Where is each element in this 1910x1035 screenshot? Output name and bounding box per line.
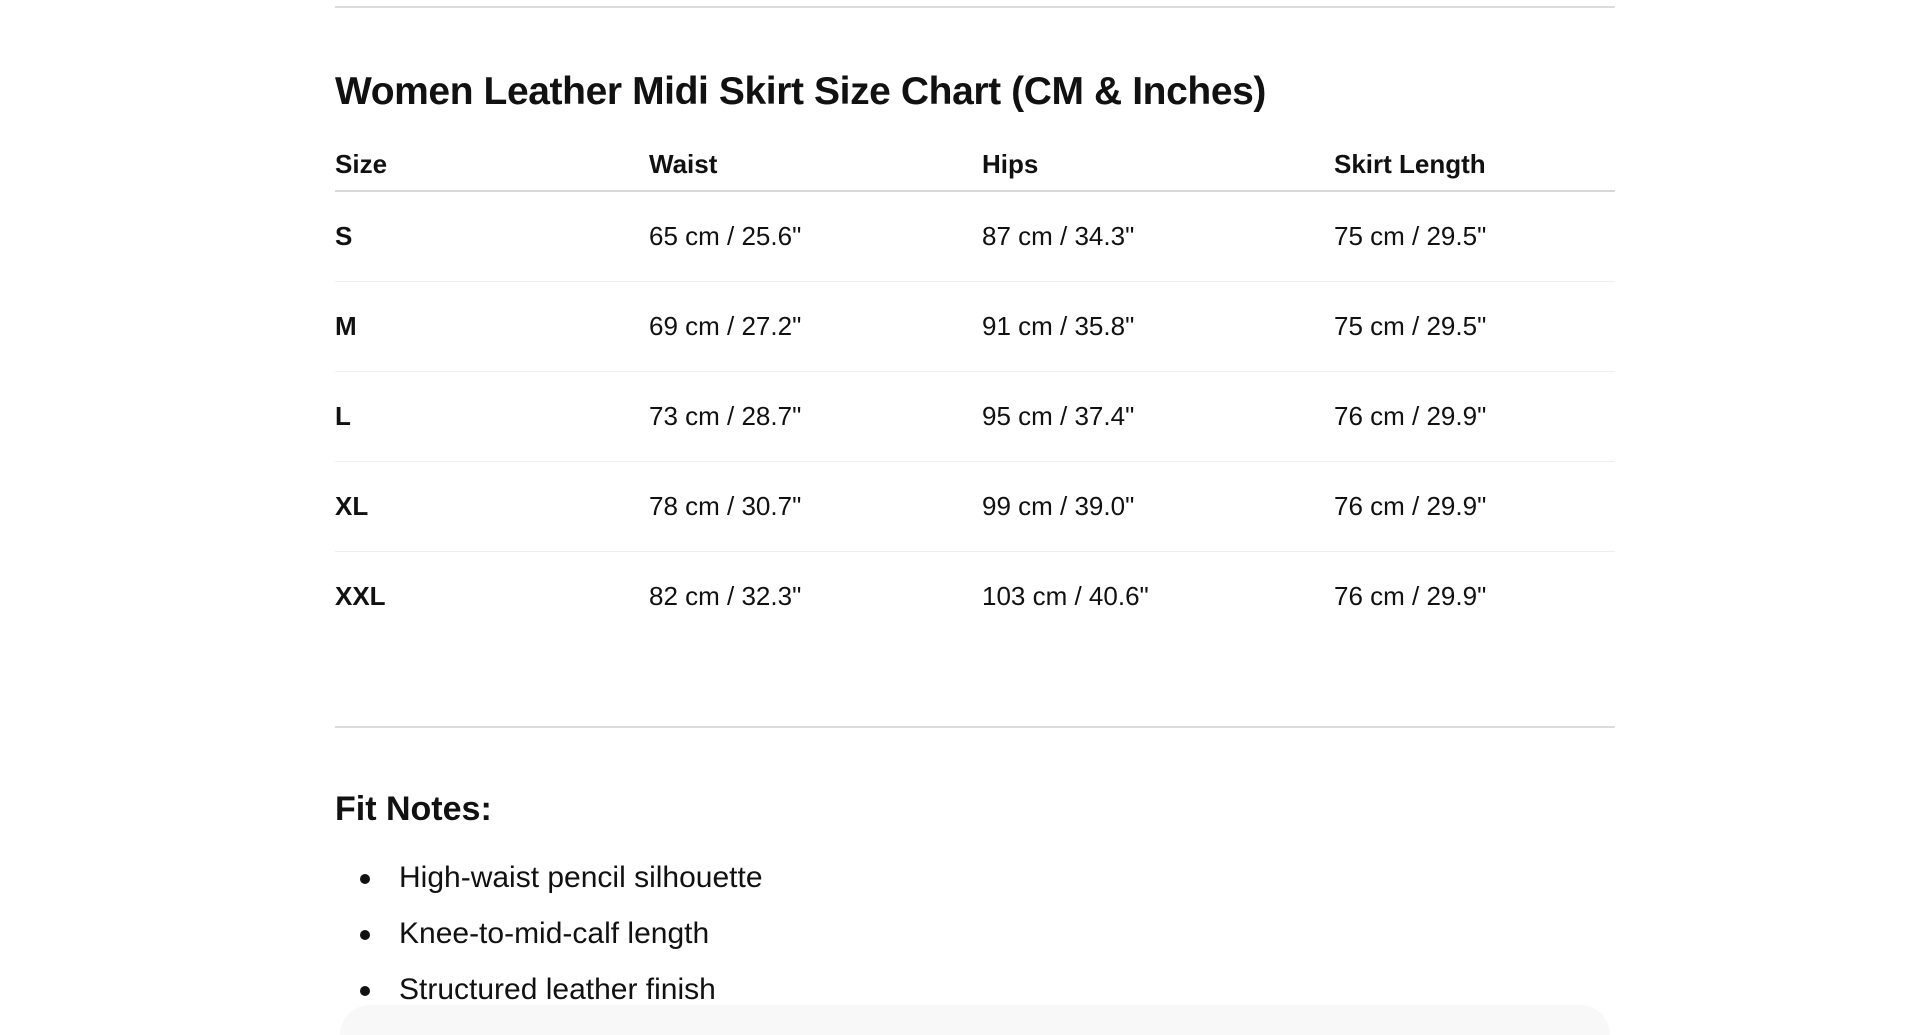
cell-size: XXL: [335, 581, 386, 611]
fit-notes-list: High-waist pencil silhouette Knee-to-mid…: [335, 850, 763, 1018]
column-header-hips: Hips: [982, 138, 1334, 192]
list-item: Knee-to-mid-calf length: [335, 906, 763, 962]
cell-skirt-length: 75 cm / 29.5": [1334, 281, 1615, 372]
cell-waist: 82 cm / 32.3": [649, 581, 802, 611]
list-item: High-waist pencil silhouette: [335, 850, 763, 906]
cell-size: L: [335, 371, 649, 462]
table-row: XL 78 cm / 30.7" 99 cm / 39.0" 76 cm / 29.9…: [335, 461, 1615, 552]
cell-size: S: [335, 191, 649, 282]
table-row: L 73 cm / 28.7" 95 cm / 37.4" 76 cm / 29.9": [335, 371, 1615, 462]
cell-waist: 69 cm / 27.2": [649, 281, 982, 372]
list-item-text: Knee-to-mid-calf length: [399, 917, 710, 950]
cell-skirt-length: 76 cm / 29.9": [1334, 461, 1615, 552]
section-divider: [335, 726, 1615, 728]
cell-waist: 73 cm / 28.7": [649, 371, 982, 462]
table-row: S 65 cm / 25.6" 87 cm / 34.3" 75 cm / 29.5": [335, 191, 1615, 282]
cell-size: M: [335, 281, 649, 372]
bullet-icon: [360, 986, 370, 996]
cell-skirt-length: 75 cm / 29.5": [1334, 191, 1615, 282]
column-header-skirt-length: Skirt Length: [1334, 138, 1615, 192]
table-header-row: Size Waist Hips Skirt Length: [335, 138, 1615, 192]
cell-size: XL: [335, 461, 649, 552]
top-divider: [335, 6, 1615, 8]
column-header-size: Size: [335, 138, 649, 192]
column-header-waist: Waist: [649, 138, 982, 192]
table-row: M 69 cm / 27.2" 91 cm / 35.8" 75 cm / 29.5": [335, 281, 1615, 372]
table-row: XXL 82 cm / 32.3" 103 cm / 40.6" 76 cm / 29…: [335, 552, 1615, 642]
bullet-icon: [360, 930, 370, 940]
list-item: Structured leather finish: [335, 962, 763, 1018]
cell-hips: 103 cm / 40.6": [982, 581, 1149, 611]
cell-waist: 78 cm / 30.7": [649, 461, 982, 552]
cell-waist: 65 cm / 25.6": [649, 191, 982, 282]
list-item-text: Structured leather finish: [399, 973, 716, 1006]
size-chart-table: Size Waist Hips Skirt Length S 65 cm / 25…: [335, 138, 1615, 641]
cell-skirt-length: 76 cm / 29.9": [1334, 581, 1487, 611]
fit-notes-title: Fit Notes:: [335, 790, 492, 828]
list-item-text: High-waist pencil silhouette: [399, 861, 763, 894]
cell-skirt-length: 76 cm / 29.9": [1334, 371, 1615, 462]
cell-hips: 91 cm / 35.8": [982, 281, 1334, 372]
cell-hips: 95 cm / 37.4": [982, 371, 1334, 462]
cell-hips: 99 cm / 39.0": [982, 461, 1334, 552]
card-edge: [340, 1005, 1610, 1035]
cell-hips: 87 cm / 34.3": [982, 191, 1334, 282]
bullet-icon: [360, 874, 370, 884]
size-chart-title: Women Leather Midi Skirt Size Chart (CM …: [335, 70, 1266, 113]
